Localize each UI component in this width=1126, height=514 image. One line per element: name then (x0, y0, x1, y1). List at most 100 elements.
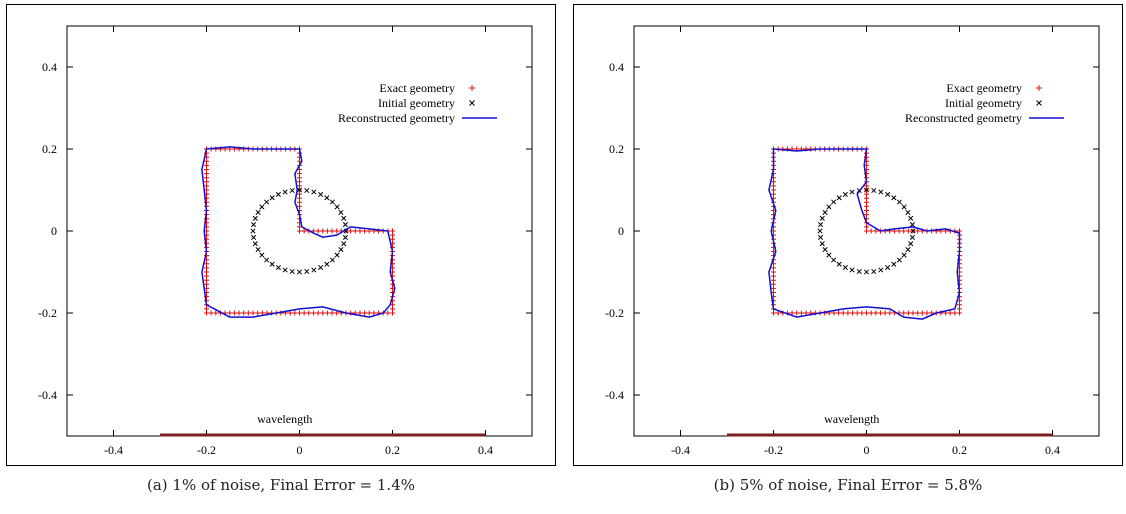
y-tick-label: -0.2 (605, 306, 624, 320)
exact-point (334, 310, 340, 316)
initial-point (831, 257, 837, 263)
initial-point (341, 215, 347, 221)
initial-point (275, 264, 281, 271)
caption-b: (b) 5% of noise, Final Error = 5.8% (713, 476, 983, 494)
exact-point (887, 310, 893, 316)
exact-point (259, 310, 265, 316)
exact-point (794, 310, 800, 316)
initial-point (289, 268, 295, 275)
exact-point (919, 310, 925, 316)
exact-point (287, 310, 293, 316)
exact-point (868, 228, 874, 234)
exact-point (924, 310, 930, 316)
initial-point (819, 241, 825, 247)
exact-point (227, 310, 233, 316)
initial-point (842, 191, 848, 198)
x-tick-label: 0.4 (1045, 443, 1060, 457)
initial-point (296, 187, 303, 193)
initial-point (311, 267, 317, 273)
series-reconstructed-geometry (201, 146, 396, 318)
exact-point (854, 310, 860, 316)
exact-point (324, 310, 330, 316)
initial-point (908, 215, 914, 221)
initial-point (342, 222, 348, 228)
exact-point (915, 228, 921, 234)
exact-point (310, 310, 316, 316)
exact-point (301, 310, 307, 316)
reconstructed-line (201, 146, 396, 318)
initial-point (818, 234, 824, 240)
initial-point (818, 222, 824, 228)
y-tick-label: -0.4 (605, 388, 624, 402)
initial-point (264, 257, 270, 263)
initial-point (831, 199, 837, 205)
reconstructed-line (768, 148, 961, 320)
exact-point (896, 228, 902, 234)
exact-point (952, 310, 958, 316)
y-tick-label: 0 (51, 224, 57, 238)
initial-point (826, 252, 832, 258)
x-tick-label: 0.2 (385, 443, 400, 457)
exact-point (204, 306, 209, 312)
exact-point (910, 310, 916, 316)
legend-label: Initial geometry (945, 96, 1022, 110)
x-tick-label: -0.4 (671, 443, 690, 457)
initial-point (338, 247, 344, 253)
exact-point (306, 310, 312, 316)
initial-point (891, 261, 897, 267)
legend-label: Initial geometry (378, 96, 455, 110)
initial-point (318, 264, 324, 271)
initial-point (329, 199, 335, 205)
initial-point (878, 267, 884, 273)
initial-point (896, 257, 902, 263)
exact-point (371, 310, 377, 316)
x-tick-label: 0.2 (952, 443, 967, 457)
exact-point (348, 228, 354, 234)
initial-point (863, 269, 870, 275)
initial-point (255, 209, 261, 215)
initial-point (822, 209, 828, 215)
initial-point (341, 241, 347, 247)
exact-point (873, 228, 879, 234)
exact-point (362, 228, 368, 234)
exact-point (357, 228, 363, 234)
exact-point (250, 310, 256, 316)
exact-point (301, 228, 307, 234)
y-tick-label: -0.2 (38, 306, 57, 320)
exact-point (845, 310, 851, 316)
legend-marker-initial (1036, 100, 1042, 106)
exact-point (315, 228, 321, 234)
x-tick-label: -0.2 (197, 443, 216, 457)
legend-label: Exact geometry (379, 81, 455, 95)
initial-point (342, 234, 348, 240)
initial-point (885, 191, 891, 198)
initial-point (251, 234, 257, 240)
y-tick-label: 0.4 (42, 60, 57, 74)
initial-point (891, 195, 897, 201)
exact-point (231, 310, 237, 316)
legend-label: Reconstructed geometry (905, 111, 1022, 125)
initial-point (871, 187, 877, 194)
exact-point (245, 310, 251, 316)
initial-point (910, 228, 916, 234)
legend-label: Reconstructed geometry (338, 111, 455, 125)
exact-point (320, 310, 326, 316)
exact-point (840, 310, 846, 316)
initial-point (282, 267, 288, 273)
exact-point (390, 228, 395, 234)
initial-point (259, 252, 265, 258)
exact-point (901, 228, 907, 234)
exact-point (366, 310, 372, 316)
initial-point (255, 247, 261, 253)
exact-point (324, 228, 330, 234)
initial-point (334, 252, 340, 258)
series-initial-geometry (817, 187, 916, 275)
exact-point (873, 310, 879, 316)
initial-point (871, 268, 877, 275)
initial-point (842, 264, 848, 271)
initial-point (269, 195, 275, 201)
exact-point (864, 310, 869, 316)
exact-point (236, 310, 242, 316)
chart-b: -0.4 -0.2 0 0.2 0.4 -0.4 -0.2 0 0.2 0.4 Exact geom… (605, 25, 1100, 457)
exact-point (320, 228, 326, 234)
